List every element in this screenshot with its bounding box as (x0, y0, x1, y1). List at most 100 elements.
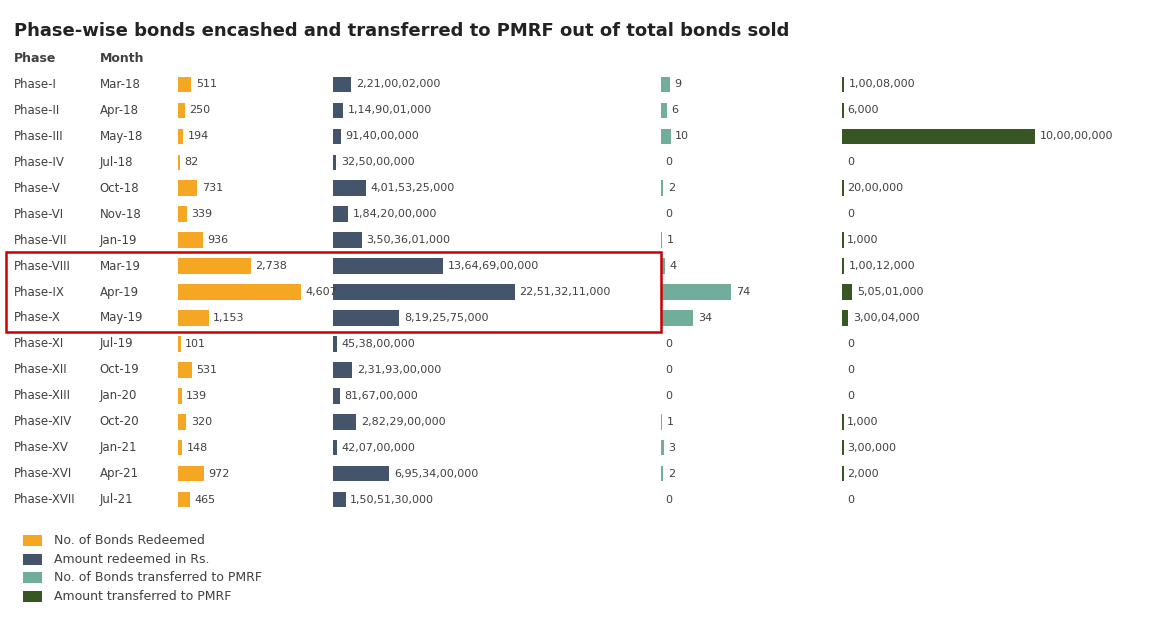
Text: 148: 148 (186, 443, 208, 453)
Text: Phase-XIV: Phase-XIV (14, 415, 73, 428)
Text: Phase-XIII: Phase-XIII (14, 389, 71, 402)
Text: 20,00,000: 20,00,000 (847, 183, 903, 193)
Text: 32,50,00,000: 32,50,00,000 (340, 157, 414, 167)
Text: 2: 2 (668, 469, 675, 479)
Text: 10,00,00,000: 10,00,00,000 (1040, 131, 1114, 141)
Text: 74: 74 (736, 287, 750, 297)
Text: 5,05,01,000: 5,05,01,000 (856, 287, 923, 297)
Text: Phase-V: Phase-V (14, 182, 61, 195)
Text: 0: 0 (666, 339, 673, 349)
Text: 13,64,69,00,000: 13,64,69,00,000 (448, 261, 539, 271)
Text: 2,000: 2,000 (847, 469, 879, 479)
Text: 0: 0 (847, 391, 854, 401)
Text: 2,31,93,00,000: 2,31,93,00,000 (357, 365, 441, 375)
Text: Phase-XI: Phase-XI (14, 337, 64, 350)
Text: Phase-XII: Phase-XII (14, 363, 68, 376)
Text: 1,00,08,000: 1,00,08,000 (849, 79, 916, 89)
Text: Mar-18: Mar-18 (99, 78, 140, 91)
Text: Phase-XV: Phase-XV (14, 441, 69, 454)
Text: Phase-VI: Phase-VI (14, 208, 64, 221)
Text: Nov-18: Nov-18 (99, 208, 142, 221)
Text: No. of Bonds transferred to PMRF: No. of Bonds transferred to PMRF (54, 571, 262, 585)
Text: No. of Bonds Redeemed: No. of Bonds Redeemed (54, 534, 205, 548)
Text: 9: 9 (674, 79, 681, 89)
Text: 0: 0 (666, 209, 673, 219)
Text: 2,21,00,02,000: 2,21,00,02,000 (356, 79, 440, 89)
Text: Apr-21: Apr-21 (99, 467, 138, 480)
Text: Phase-II: Phase-II (14, 104, 61, 117)
Text: 10: 10 (675, 131, 689, 141)
Text: Phase: Phase (14, 52, 56, 66)
Text: 0: 0 (847, 157, 854, 167)
Text: Phase-wise bonds encashed and transferred to PMRF out of total bonds sold: Phase-wise bonds encashed and transferre… (14, 22, 790, 40)
Text: 1,00,12,000: 1,00,12,000 (849, 261, 916, 271)
Text: 3: 3 (668, 443, 675, 453)
Text: 139: 139 (186, 391, 207, 401)
Text: 3,50,36,01,000: 3,50,36,01,000 (366, 235, 450, 245)
Text: 0: 0 (666, 391, 673, 401)
Text: 6,000: 6,000 (847, 105, 879, 115)
Text: Jan-21: Jan-21 (99, 441, 137, 454)
Text: 1,000: 1,000 (847, 417, 879, 427)
Text: 339: 339 (192, 209, 213, 219)
Text: 81,67,00,000: 81,67,00,000 (345, 391, 419, 401)
Text: 2: 2 (668, 183, 675, 193)
Text: 0: 0 (666, 157, 673, 167)
Text: Phase-IV: Phase-IV (14, 156, 64, 169)
Text: 45,38,00,000: 45,38,00,000 (342, 339, 415, 349)
Text: Jul-21: Jul-21 (99, 493, 133, 506)
Text: 1,153: 1,153 (213, 313, 245, 323)
Text: 22,51,32,11,000: 22,51,32,11,000 (519, 287, 611, 297)
Text: Jul-19: Jul-19 (99, 337, 133, 350)
Text: 250: 250 (190, 105, 211, 115)
Text: 1,14,90,01,000: 1,14,90,01,000 (347, 105, 432, 115)
Text: Phase-VIII: Phase-VIII (14, 260, 71, 273)
Text: 1,84,20,00,000: 1,84,20,00,000 (353, 209, 438, 219)
Text: Jul-18: Jul-18 (99, 156, 133, 169)
Text: May-18: May-18 (99, 130, 143, 143)
Text: 0: 0 (666, 495, 673, 505)
Text: Phase-XVII: Phase-XVII (14, 493, 76, 506)
Text: Oct-18: Oct-18 (99, 182, 139, 195)
Text: Phase-X: Phase-X (14, 311, 61, 324)
Text: 972: 972 (208, 469, 229, 479)
Text: 1: 1 (667, 235, 674, 245)
Text: 2,82,29,00,000: 2,82,29,00,000 (360, 417, 446, 427)
Text: 82: 82 (185, 157, 199, 167)
Text: Oct-19: Oct-19 (99, 363, 139, 376)
Text: 91,40,00,000: 91,40,00,000 (345, 131, 419, 141)
Text: 0: 0 (666, 365, 673, 375)
Text: 194: 194 (187, 131, 209, 141)
Text: Phase-III: Phase-III (14, 130, 63, 143)
Text: 0: 0 (847, 339, 854, 349)
Text: Apr-18: Apr-18 (99, 104, 138, 117)
Text: 1: 1 (667, 417, 674, 427)
Text: 3,00,04,000: 3,00,04,000 (853, 313, 920, 323)
Text: Amount redeemed in Rs.: Amount redeemed in Rs. (54, 552, 209, 566)
Text: 0: 0 (847, 495, 854, 505)
Text: 4,607: 4,607 (305, 287, 337, 297)
Text: 42,07,00,000: 42,07,00,000 (342, 443, 415, 453)
Text: 101: 101 (185, 339, 206, 349)
Text: Oct-20: Oct-20 (99, 415, 139, 428)
Text: Apr-19: Apr-19 (99, 286, 138, 298)
Text: 320: 320 (191, 417, 212, 427)
Text: 531: 531 (197, 365, 218, 375)
Text: 511: 511 (197, 79, 218, 89)
Text: 731: 731 (202, 183, 223, 193)
Text: 0: 0 (847, 365, 854, 375)
Text: May-19: May-19 (99, 311, 143, 324)
Text: Phase-VII: Phase-VII (14, 234, 68, 247)
Text: Jan-20: Jan-20 (99, 389, 137, 402)
Text: Month: Month (99, 52, 144, 66)
Text: Phase-I: Phase-I (14, 78, 57, 91)
Text: Mar-19: Mar-19 (99, 260, 140, 273)
Text: 936: 936 (207, 235, 228, 245)
Text: 2,738: 2,738 (255, 261, 288, 271)
Text: 0: 0 (847, 209, 854, 219)
Text: 4: 4 (669, 261, 676, 271)
Text: 1,000: 1,000 (847, 235, 879, 245)
Text: Jan-19: Jan-19 (99, 234, 137, 247)
Text: 6,95,34,00,000: 6,95,34,00,000 (394, 469, 479, 479)
Text: 34: 34 (698, 313, 713, 323)
